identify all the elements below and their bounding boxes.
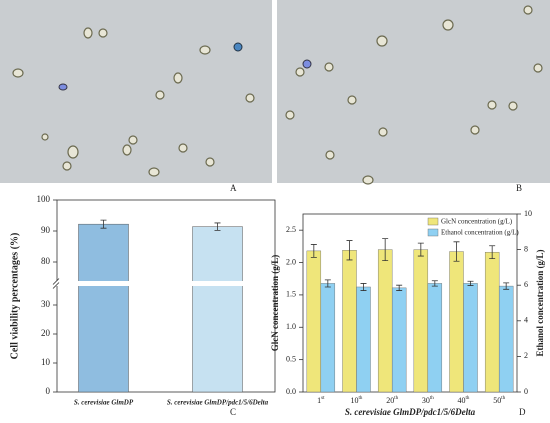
panel-label: A — [230, 183, 237, 193]
panel-label: B — [516, 183, 522, 193]
x-tick-suffix: th — [394, 396, 398, 401]
bar — [427, 283, 443, 393]
bar — [449, 251, 464, 393]
error-bar — [214, 222, 221, 231]
bar — [356, 286, 371, 393]
error-bar — [396, 284, 403, 291]
bar — [306, 250, 322, 393]
y-tick-label: 1.5 — [286, 290, 296, 299]
y2-tick-label: 6 — [524, 280, 528, 289]
y-tick-label: 2.0 — [286, 257, 296, 266]
plot-frame — [302, 213, 518, 393]
x-tick-label: 40th — [458, 396, 470, 405]
bar — [391, 287, 407, 393]
error-bar — [467, 280, 474, 286]
bar — [342, 250, 357, 393]
micrograph-a — [0, 0, 272, 183]
legend-swatch — [427, 228, 439, 237]
x-tick-label: 20th — [386, 396, 398, 405]
y-tick-label: 20 — [41, 328, 51, 338]
y-tick-label: 1.0 — [286, 322, 296, 331]
x-tick-label: 30th — [422, 396, 434, 405]
y-tick-label: 30 — [41, 299, 51, 309]
x-tick-label: S. cerevisiae GlmDP/pdc1/5/6Delta — [167, 399, 269, 407]
error-bar — [453, 241, 460, 262]
error-bar — [310, 244, 317, 258]
x-tick-suffix: th — [359, 396, 363, 401]
micrograph-b — [277, 0, 550, 185]
bar — [413, 249, 429, 393]
error-bar — [503, 282, 510, 290]
y-tick-label: 2.5 — [286, 225, 296, 234]
bar — [78, 223, 129, 393]
y2-tick-label: 4 — [524, 316, 528, 325]
error-bar — [382, 238, 389, 262]
y-tick-label: 90 — [41, 225, 51, 235]
y2-tick-label: 0 — [524, 387, 528, 396]
legend-label: Ethanol concentration (g/L) — [441, 229, 519, 237]
y-tick-label: 0.5 — [286, 354, 296, 363]
y-tick-label: 0 — [46, 386, 51, 396]
error-bar — [346, 240, 353, 261]
error-bar — [324, 279, 331, 288]
y2-axis-title: Ethanol concentration (g/L) — [535, 249, 545, 356]
bar — [377, 249, 393, 393]
plot-frame — [56, 199, 276, 393]
x-tick-suffix: th — [466, 396, 470, 401]
axis-break — [51, 281, 273, 286]
y-axis-title: Cell viability percentages (%) — [9, 233, 20, 360]
x-tick-label: 1st — [317, 396, 325, 405]
y2-tick-label: 2 — [524, 351, 528, 360]
x-tick-suffix: th — [501, 396, 505, 401]
y-tick-label: 0.0 — [286, 387, 296, 396]
bar — [463, 283, 478, 393]
error-bar — [100, 219, 107, 229]
y2-tick-label: 8 — [524, 244, 528, 253]
x-tick-label: 50th — [493, 396, 505, 405]
bar — [192, 226, 243, 393]
x-tick-suffix: th — [430, 396, 434, 401]
error-bar — [489, 245, 496, 260]
bar — [484, 251, 500, 393]
legend-swatch — [427, 217, 439, 226]
panel-label: C — [230, 407, 236, 417]
error-bar — [417, 242, 424, 257]
x-tick-suffix: st — [321, 396, 325, 401]
bar — [498, 285, 514, 393]
error-bar — [431, 280, 438, 287]
bar — [320, 283, 336, 393]
axis-break-mark — [52, 278, 60, 289]
y2-tick-label: 10 — [524, 209, 532, 218]
y-axis-title: GlcN concentration (g/L) — [270, 255, 280, 351]
y-tick-label: 80 — [41, 256, 51, 266]
legend-label: GlcN concentration (g/L) — [441, 218, 513, 226]
error-bar — [360, 283, 367, 291]
panel-label: D — [519, 407, 526, 417]
x-tick-label: 10th — [351, 396, 363, 405]
y-tick-label: 100 — [37, 194, 51, 204]
y-tick-label: 10 — [41, 357, 51, 367]
x-tick-label: S. cerevisiae GlmDP — [74, 399, 134, 407]
x-axis-title: S. cerevisiae GlmDP/pdc1/5/6Delta — [345, 407, 476, 417]
